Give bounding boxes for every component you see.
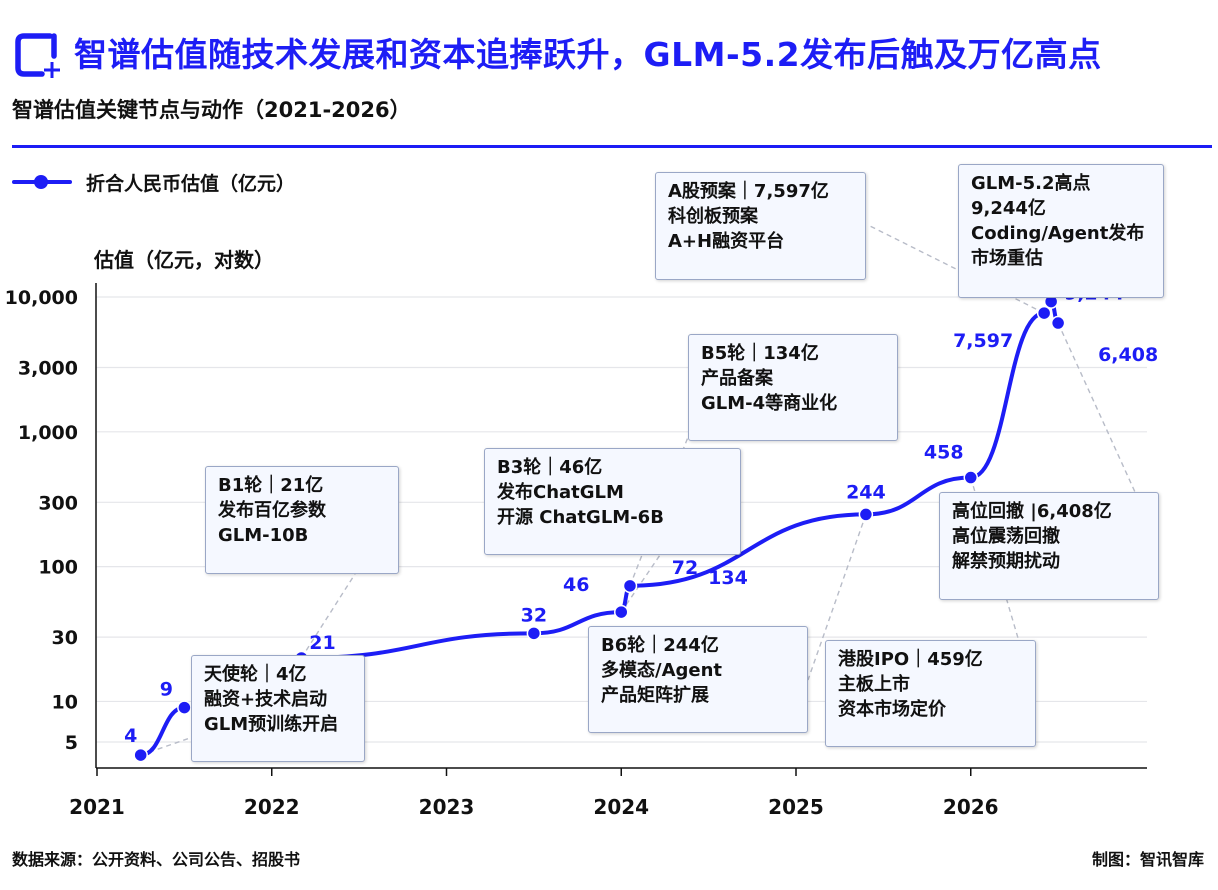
annotation-box: B6轮｜244亿 多模态/Agent 产品矩阵扩展 <box>588 626 808 733</box>
y-tick-label: 5 <box>65 732 78 754</box>
value-label: 7,597 <box>953 330 1013 352</box>
data-point <box>526 626 542 641</box>
chart-legend: 折合人民币估值（亿元） <box>12 168 295 196</box>
annotation-title: 港股IPO｜459亿 <box>838 649 983 670</box>
annotation-line: GLM预训练开启 <box>204 714 339 735</box>
annotation-box: B3轮｜46亿 发布ChatGLM 开源 ChatGLM-6B <box>484 448 741 555</box>
value-label: 32 <box>521 604 547 626</box>
value-label: 134 <box>708 567 748 589</box>
annotation-line: 主板上市 <box>838 674 910 695</box>
y-tick-label: 1,000 <box>18 422 78 444</box>
data-point <box>1036 305 1052 321</box>
x-tick-label: 2023 <box>419 795 475 819</box>
annotation-title: B6轮｜244亿 <box>601 635 719 656</box>
value-label: 244 <box>846 481 886 503</box>
annotation-line: 发布百亿参数 <box>218 500 326 521</box>
leader-line <box>807 514 867 681</box>
data-source: 数据来源：公开资料、公司公告、招股书 <box>12 850 301 869</box>
x-tick-label: 2022 <box>244 795 300 819</box>
x-tick-label: 2025 <box>768 795 824 819</box>
data-point <box>614 604 629 620</box>
annotation-line: 解禁预期扰动 <box>952 551 1060 572</box>
annotation-line: 发布ChatGLM <box>497 482 624 503</box>
annotation-line: Coding/Agent发布 <box>971 223 1145 244</box>
annotation-title: B1轮｜21亿 <box>218 475 324 496</box>
data-point <box>1050 315 1066 331</box>
value-label: 4 <box>124 725 137 747</box>
header-rule <box>12 145 1212 148</box>
leader-line <box>300 573 356 659</box>
data-point <box>858 507 874 522</box>
chart-credit: 制图：智讯智库 <box>1091 850 1204 869</box>
annotation-title: A股预案｜7,597亿 <box>668 181 829 202</box>
y-tick-label: 30 <box>52 627 78 649</box>
y-axis-title: 估值（亿元，对数） <box>94 248 274 272</box>
legend-label: 折合人民币估值（亿元） <box>86 172 296 195</box>
annotation-box: 高位回撤 |6,408亿 高位震荡回撤 解禁预期扰动 <box>939 492 1159 600</box>
data-point <box>133 747 148 763</box>
annotation-box: B5轮｜134亿 产品备案 GLM-4等商业化 <box>688 334 898 441</box>
annotation-line: 资本市场定价 <box>838 699 946 720</box>
annotation-line: A+H融资平台 <box>668 231 785 252</box>
annotation-box: 港股IPO｜459亿 主板上市资本市场定价 <box>825 640 1036 747</box>
value-label: 72 <box>672 557 698 579</box>
annotation-line: 多模态/Agent <box>601 660 723 681</box>
y-tick-label: 10,000 <box>5 287 78 309</box>
legend-marker <box>12 175 72 189</box>
value-label: 458 <box>924 442 964 464</box>
annotation-title: B5轮｜134亿 <box>701 343 819 364</box>
y-tick-label: 100 <box>38 557 78 579</box>
annotation-line: 产品矩阵扩展 <box>601 685 709 706</box>
annotation-title: GLM-5.2高点 <box>971 173 1091 194</box>
annotation-title: 天使轮｜4亿 <box>204 664 307 685</box>
x-tick-label: 2021 <box>69 795 125 819</box>
leader-line <box>1057 322 1136 493</box>
annotation-box: GLM-5.2高点 9,244亿 Coding/Agent发布 市场重估 <box>958 164 1164 298</box>
page-subtitle: 智谱估值关键节点与动作（2021-2026） <box>12 98 411 122</box>
logo-icon <box>15 33 60 78</box>
annotation-box: B1轮｜21亿 发布百亿参数 GLM-10B <box>205 466 399 574</box>
y-tick-label: 300 <box>38 492 78 514</box>
annotation-box: A股预案｜7,597亿 科创板预案 A+H融资平台 <box>655 172 866 280</box>
x-tick-label: 2024 <box>593 795 649 819</box>
value-label: 9 <box>160 679 173 701</box>
page-title: 智谱估值随技术发展和资本追捧跃升，GLM-5.2发布后触及万亿高点 <box>74 35 1102 74</box>
annotation-line: 9,244亿 <box>971 198 1046 219</box>
data-point <box>177 700 192 715</box>
annotation-box: 天使轮｜4亿 融资+技术启动 GLM预训练开启 <box>191 655 365 762</box>
leader-line <box>867 224 1045 314</box>
annotation-line: 产品备案 <box>701 368 773 389</box>
leader-line <box>620 554 661 613</box>
annotation-line: GLM-10B <box>218 525 309 546</box>
data-point <box>622 578 638 594</box>
annotation-line: 开源 ChatGLM-6B <box>497 507 664 528</box>
y-tick-label: 10 <box>52 691 78 713</box>
annotation-title: 高位回撤 |6,408亿 <box>952 501 1112 522</box>
value-label: 6,408 <box>1098 344 1158 366</box>
annotation-line: 高位震荡回撤 <box>952 526 1060 547</box>
y-tick-label: 3,000 <box>18 357 78 379</box>
data-point <box>963 470 978 485</box>
value-label: 46 <box>563 574 589 596</box>
annotation-line: 市场重估 <box>971 248 1043 269</box>
x-tick-label: 2026 <box>943 795 999 819</box>
annotation-line: 融资+技术启动 <box>204 689 328 710</box>
legend-dot <box>34 175 48 189</box>
value-label: 21 <box>309 632 335 654</box>
annotation-line: GLM-4等商业化 <box>701 393 838 414</box>
annotation-title: B3轮｜46亿 <box>497 457 603 478</box>
annotation-line: 科创板预案 <box>668 206 758 227</box>
